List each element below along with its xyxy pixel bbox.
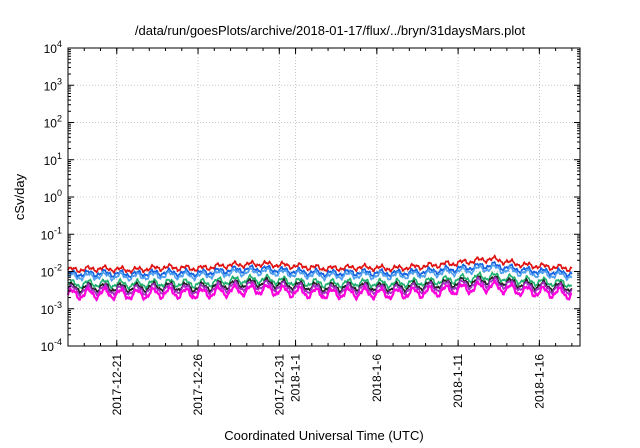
y-tick-label: 10-4 (41, 337, 62, 354)
chart-title: /data/run/goesPlots/archive/2018-01-17/f… (135, 23, 526, 38)
y-tick-exponent: -3 (54, 300, 62, 310)
series-line (67, 275, 573, 298)
series-line (67, 254, 573, 275)
x-ticks: 2017-12-21 2017-12-26 2017-12-31 2018-1-1 20… (83, 48, 573, 416)
y-tick-exponent: 4 (57, 39, 62, 49)
y-tick-exponent: -4 (54, 337, 62, 347)
y-tick-base: 10 (44, 79, 58, 93)
y-tick-base: 10 (41, 228, 55, 242)
x-tick-label: 2017-12-21 (110, 354, 124, 416)
y-tick-base: 10 (44, 117, 58, 131)
y-tick-exponent: 1 (57, 151, 62, 161)
y-tick-label: 101 (44, 151, 62, 168)
y-tick-label: 104 (44, 39, 62, 56)
y-tick-base: 10 (44, 191, 58, 205)
y-tick-label: 10-3 (41, 300, 62, 317)
x-tick-label: 2018-1-6 (370, 354, 384, 402)
y-axis-label: cSv/day (12, 173, 27, 220)
grid (68, 48, 580, 346)
y-tick-base: 10 (44, 154, 58, 168)
series-group (66, 254, 573, 302)
series-line (66, 278, 573, 302)
y-tick-base: 10 (44, 42, 58, 56)
y-tick-label: 10-1 (41, 225, 62, 242)
x-tick-label: 2018-1-11 (451, 354, 465, 408)
y-tick-exponent: 2 (57, 114, 62, 124)
y-tick-exponent: -2 (54, 263, 62, 273)
x-tick-label: 2017-12-26 (191, 354, 205, 416)
x-tick-label: 2018-1-1 (289, 354, 303, 402)
x-axis-label: Coordinated Universal Time (UTC) (224, 428, 423, 443)
y-tick-exponent: 3 (57, 76, 62, 86)
x-tick-label: 2017-12-31 (272, 354, 286, 416)
x-tick-label: 2018-1-16 (532, 354, 546, 409)
series-line (67, 260, 573, 279)
y-tick-base: 10 (41, 303, 55, 317)
y-tick-base: 10 (41, 340, 55, 354)
y-tick-label: 102 (44, 114, 62, 131)
y-tick-base: 10 (41, 266, 55, 280)
series-line (67, 271, 573, 291)
y-tick-exponent: -1 (54, 225, 62, 235)
series-line (67, 262, 573, 283)
y-tick-label: 10-2 (41, 263, 62, 280)
y-tick-exponent: 0 (57, 188, 62, 198)
y-tick-label: 100 (44, 188, 62, 205)
y-tick-label: 103 (44, 76, 62, 93)
